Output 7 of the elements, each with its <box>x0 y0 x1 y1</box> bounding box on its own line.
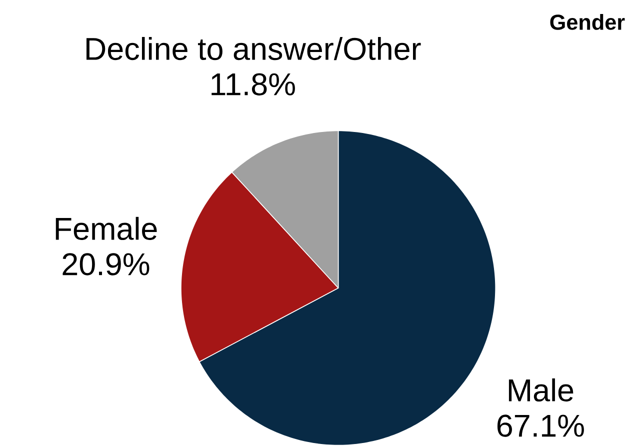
slice-label: Male <box>508 378 574 402</box>
slice-label: Decline to answer/Other <box>86 36 421 60</box>
data-label: 20.9% <box>62 252 150 276</box>
chart-title: Gender <box>550 14 625 30</box>
slice-label: Female <box>56 216 157 240</box>
data-label: 11.8% <box>212 73 295 96</box>
data-label: 67.1% <box>497 414 584 437</box>
